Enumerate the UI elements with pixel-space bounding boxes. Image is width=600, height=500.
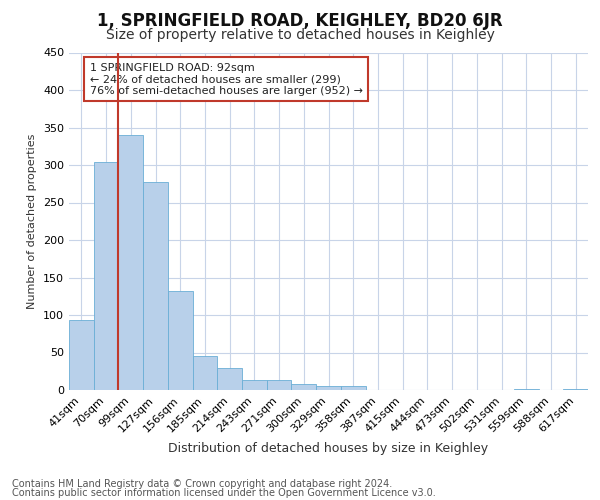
Bar [143,182,168,390]
Text: 1, SPRINGFIELD ROAD, KEIGHLEY, BD20 6JR: 1, SPRINGFIELD ROAD, KEIGHLEY, BD20 6JR [97,12,503,30]
Bar [217,368,242,390]
Bar [514,388,539,390]
Bar [193,356,217,390]
Bar [563,388,588,390]
X-axis label: Distribution of detached houses by size in Keighley: Distribution of detached houses by size … [169,442,488,455]
Bar [69,320,94,390]
Bar [242,380,267,390]
Text: Contains public sector information licensed under the Open Government Licence v3: Contains public sector information licen… [12,488,436,498]
Y-axis label: Number of detached properties: Number of detached properties [28,134,37,309]
Text: 1 SPRINGFIELD ROAD: 92sqm
← 24% of detached houses are smaller (299)
76% of semi: 1 SPRINGFIELD ROAD: 92sqm ← 24% of detac… [90,62,363,96]
Bar [168,291,193,390]
Bar [118,135,143,390]
Bar [316,386,341,390]
Bar [94,162,118,390]
Bar [267,380,292,390]
Bar [341,386,365,390]
Bar [292,384,316,390]
Text: Contains HM Land Registry data © Crown copyright and database right 2024.: Contains HM Land Registry data © Crown c… [12,479,392,489]
Text: Size of property relative to detached houses in Keighley: Size of property relative to detached ho… [106,28,494,42]
